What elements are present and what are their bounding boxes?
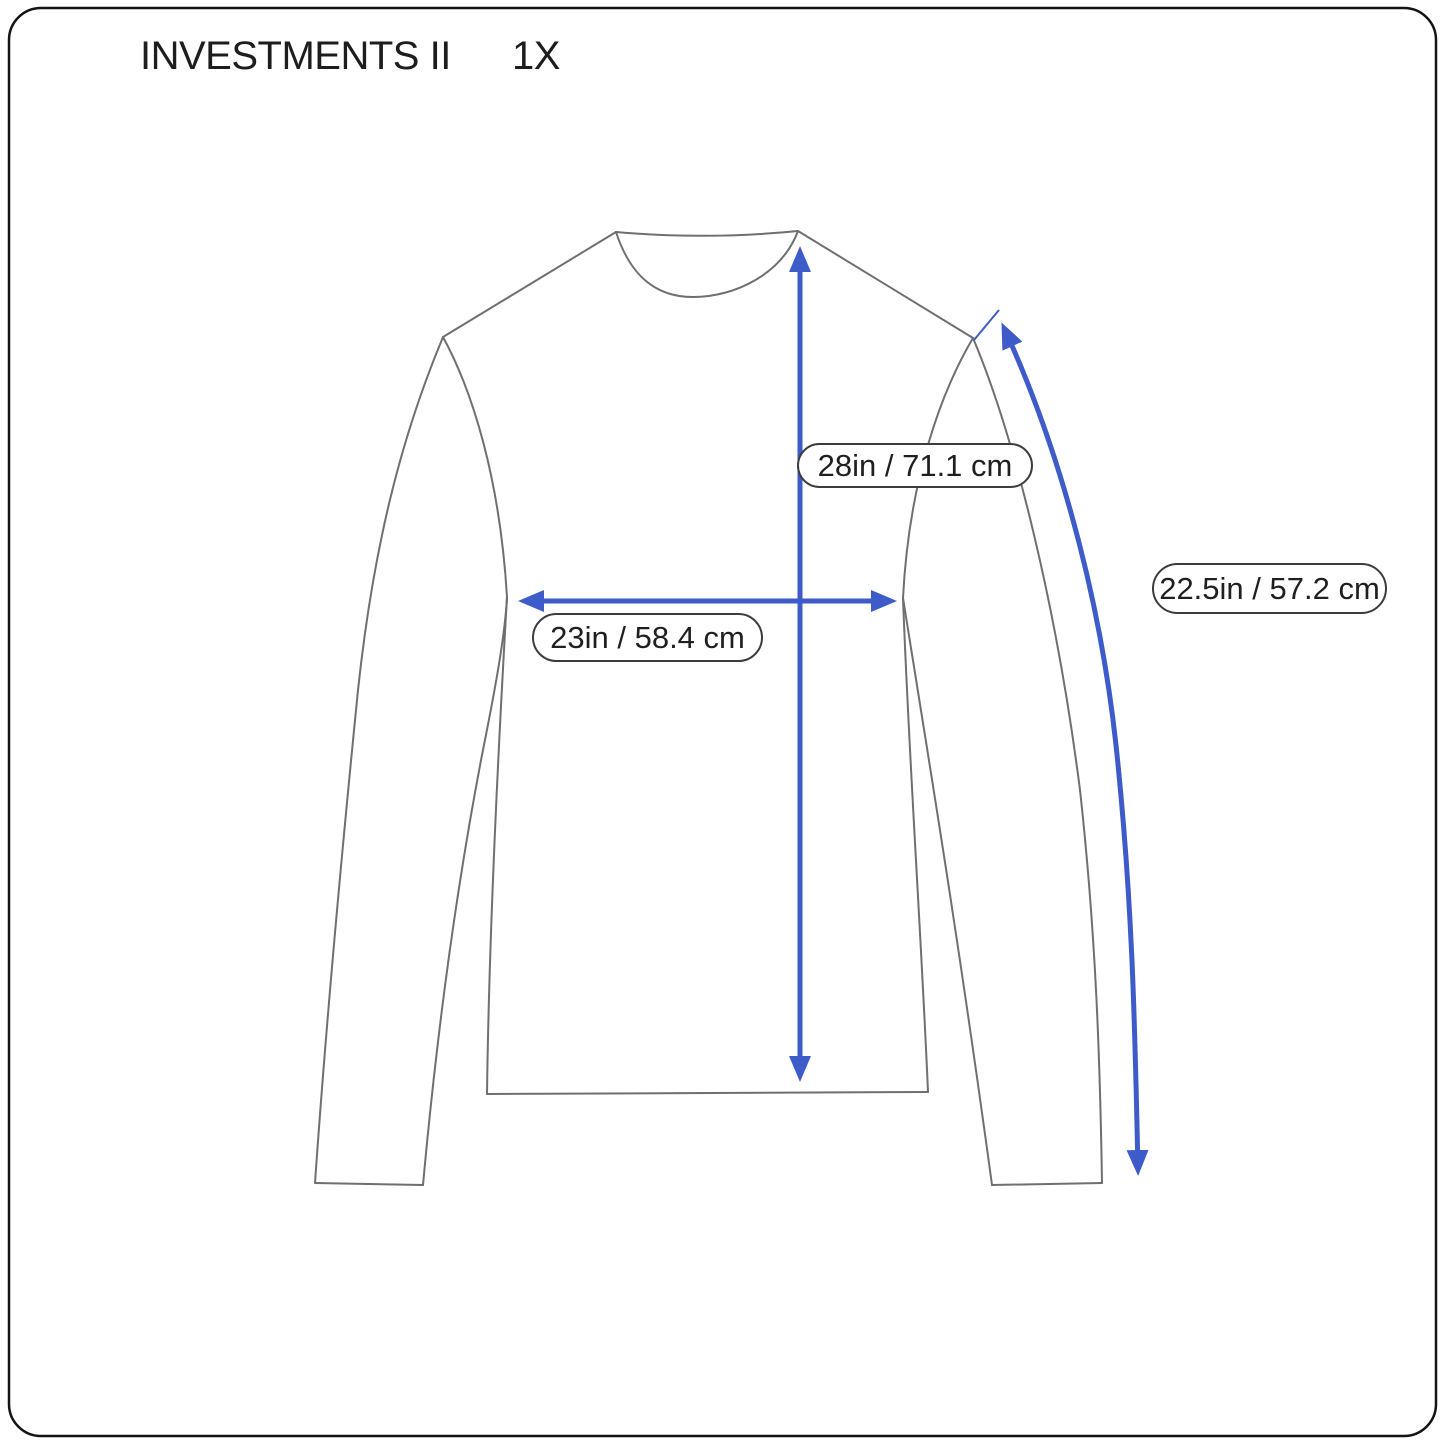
right-shoulder-line [797, 230, 974, 339]
size-label: 1X [512, 34, 560, 78]
measurement-arrows [518, 246, 1149, 1176]
collar-back-line [615, 230, 799, 237]
body-right-side [902, 597, 929, 1093]
right-sleeve-inner-edge [902, 597, 993, 1186]
left-armhole-curve [442, 336, 508, 598]
sleeve-measurement-label: 22.5in / 57.2 cm [1152, 563, 1387, 614]
garment-outline [314, 230, 1103, 1186]
neckline-curve [615, 230, 799, 298]
chart-title: INVESTMENTS II [140, 34, 451, 78]
length-measurement-label: 28in / 71.1 cm [797, 443, 1033, 488]
left-sleeve-inner-edge [422, 596, 508, 1186]
page-border [7, 6, 1438, 1438]
shoulder-seam-tick [973, 309, 1000, 341]
left-sleeve-outer-edge [314, 336, 444, 1184]
right-cuff-line [991, 1182, 1103, 1186]
hem-line [486, 1091, 929, 1095]
left-shoulder-line [442, 231, 617, 338]
chest-measurement-label: 23in / 58.4 cm [532, 613, 763, 662]
sleeve-arrow [1001, 322, 1149, 1176]
left-cuff-line [314, 1182, 424, 1186]
body-left-side [486, 596, 508, 1095]
